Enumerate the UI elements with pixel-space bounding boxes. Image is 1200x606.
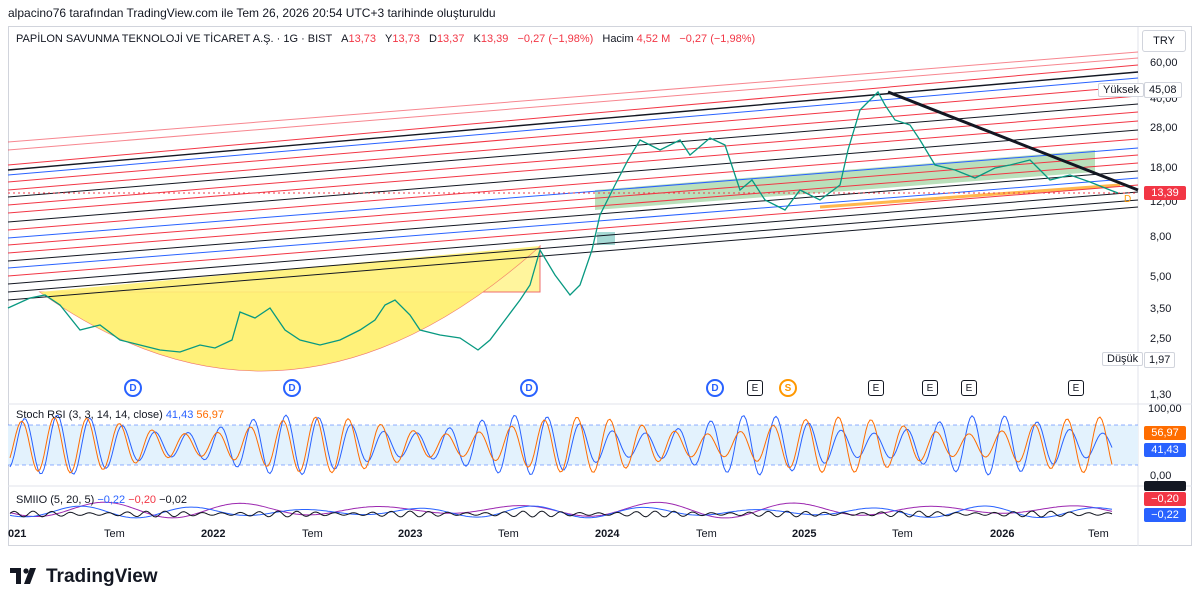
green-zone — [595, 150, 1095, 210]
low-value: 13,37 — [436, 33, 465, 45]
high-label: Yüksek — [1098, 83, 1145, 97]
earnings-event-icon[interactable]: E — [961, 380, 977, 396]
price-tick: 8,00 — [1150, 231, 1172, 243]
time-tick: Tem — [1088, 528, 1109, 540]
time-tick: Tem — [104, 528, 125, 540]
last-price-badge: 13,39 — [1144, 186, 1186, 200]
price-tick: 28,00 — [1150, 122, 1178, 134]
cup-fill — [40, 246, 540, 371]
volume-change: −0,27 (−1,98%) — [679, 33, 756, 45]
low-label: Düşük — [1102, 352, 1144, 366]
stoch-d-badge: 56,97 — [1144, 426, 1186, 440]
smiio-legend[interactable]: SMIIO (5, 20, 5) −0,22 −0,20 −0,02 — [16, 494, 187, 506]
earnings-event-icon[interactable]: E — [1068, 380, 1084, 396]
tradingview-logo[interactable]: TradingView — [10, 566, 158, 588]
smiio-value-2: −0,20 — [128, 494, 157, 506]
brand-name: TradingView — [46, 566, 158, 587]
earnings-event-icon[interactable]: E — [922, 380, 938, 396]
down-trendline — [887, 90, 1139, 192]
smiio-red-badge: −0,20 — [1144, 492, 1186, 506]
time-tick: 2026 — [990, 528, 1015, 540]
dividend-event-icon[interactable]: D — [520, 379, 538, 397]
time-tick: Tem — [696, 528, 717, 540]
price-tick: 5,00 — [1150, 271, 1172, 283]
dividend-marker[interactable]: D — [1124, 194, 1132, 205]
open-value: 13,73 — [348, 33, 376, 45]
stoch-k-badge: 41,43 — [1144, 443, 1186, 457]
tradingview-logo-icon — [10, 568, 36, 584]
stoch-k-value: 41,43 — [165, 409, 194, 421]
price-tick: 18,00 — [1150, 162, 1178, 174]
stoch-axis-top: 100,00 — [1148, 403, 1182, 415]
earnings-event-icon[interactable]: E — [747, 380, 763, 396]
earnings-event-icon[interactable]: E — [868, 380, 884, 396]
stoch-rsi-lines — [9, 414, 1113, 476]
time-tick: 2022 — [201, 528, 226, 540]
close-value: 13,39 — [480, 33, 509, 45]
smiio-value-1: −0,22 — [97, 494, 126, 506]
dividend-event-icon[interactable]: D — [283, 379, 301, 397]
price-tick: 3,50 — [1150, 303, 1172, 315]
change-value: −0,27 (−1,98%) — [517, 33, 594, 45]
stoch-d-value: 56,97 — [196, 409, 224, 421]
dividend-event-icon[interactable]: D — [706, 379, 724, 397]
time-axis[interactable]: 021 Tem 2022 Tem 2023 Tem 2024 Tem 2025 … — [8, 528, 1138, 546]
high-value: 13,73 — [392, 33, 420, 45]
time-tick: Tem — [302, 528, 323, 540]
smiio-black-badge — [1144, 481, 1186, 491]
time-tick: 2025 — [792, 528, 817, 540]
time-tick: 021 — [8, 528, 27, 540]
smiio-blue-badge: −0,22 — [1144, 508, 1186, 522]
currency-button[interactable]: TRY — [1142, 30, 1186, 52]
chart-caption: alpacino76 tarafından TradingView.com il… — [8, 6, 496, 20]
split-event-icon[interactable]: S — [779, 379, 797, 397]
smiio-value-3: −0,02 — [159, 494, 187, 506]
chart-frame[interactable] — [8, 26, 1192, 546]
volume-value: 4,52 M — [636, 33, 671, 45]
price-tick: 60,00 — [1150, 57, 1178, 69]
stoch-rsi-legend[interactable]: Stoch RSI (3, 3, 14, 14, close) 41,43 56… — [16, 409, 224, 421]
price-tick: 2,50 — [1150, 333, 1172, 345]
orange-line — [819, 183, 1121, 209]
price-tick: 1,30 — [1150, 389, 1172, 401]
symbol-legend[interactable]: PAPİLON SAVUNMA TEKNOLOJİ VE TİCARET A.Ş… — [16, 33, 756, 45]
time-tick: Tem — [498, 528, 519, 540]
price-line — [7, 90, 1119, 353]
time-tick: 2024 — [595, 528, 620, 540]
time-tick: Tem — [892, 528, 913, 540]
time-tick: 2023 — [398, 528, 423, 540]
dividend-event-icon[interactable]: D — [124, 379, 142, 397]
stoch-axis-bottom: 0,00 — [1150, 470, 1172, 482]
symbol-name[interactable]: PAPİLON SAVUNMA TEKNOLOJİ VE TİCARET A.Ş… — [16, 33, 333, 45]
low-badge: 1,97 — [1144, 352, 1176, 368]
smiio-lines — [9, 501, 1113, 519]
stoch-band — [8, 425, 1138, 465]
high-badge: 45,08 — [1144, 82, 1182, 98]
